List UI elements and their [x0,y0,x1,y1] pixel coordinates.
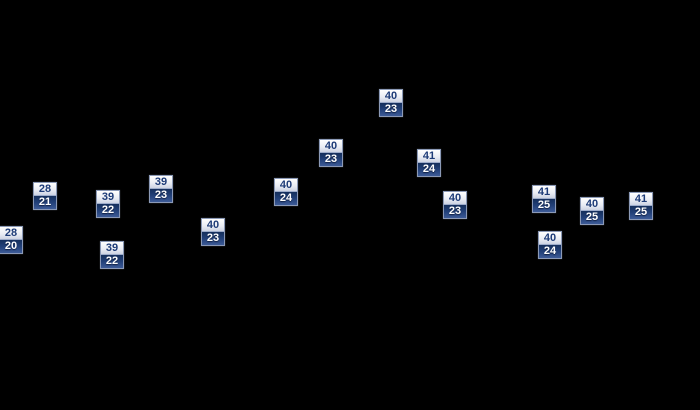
data-point-box: 40 23 [201,218,225,246]
data-point-box: 39 23 [149,175,173,203]
data-point-bottom-value: 22 [97,203,119,217]
data-point-box: 40 23 [319,139,343,167]
data-point-box: 41 25 [532,185,556,213]
data-point-top-value: 40 [444,192,466,205]
data-point-bottom-value: 24 [539,244,561,258]
data-point-top-value: 40 [380,90,402,103]
data-point-top-value: 39 [101,242,123,255]
data-point-box: 39 22 [100,241,124,269]
data-point-top-value: 41 [533,186,555,199]
data-point-bottom-value: 22 [101,254,123,268]
data-point-top-value: 28 [34,183,56,196]
data-point-bottom-value: 23 [380,102,402,116]
data-point-bottom-value: 23 [202,231,224,245]
data-point-top-value: 40 [581,198,603,211]
data-point-box: 40 24 [274,178,298,206]
data-point-top-value: 41 [630,193,652,206]
data-point-box: 28 20 [0,226,23,254]
data-point-box: 39 22 [96,190,120,218]
data-point-bottom-value: 25 [581,210,603,224]
data-point-top-value: 41 [418,150,440,163]
data-point-box: 41 25 [629,192,653,220]
data-point-top-value: 39 [150,176,172,189]
data-point-bottom-value: 21 [34,195,56,209]
data-point-top-value: 40 [320,140,342,153]
data-point-bottom-value: 23 [444,204,466,218]
data-point-box: 28 21 [33,182,57,210]
data-point-bottom-value: 25 [630,205,652,219]
data-point-bottom-value: 24 [275,191,297,205]
data-point-box: 40 24 [538,231,562,259]
data-point-bottom-value: 23 [150,188,172,202]
data-point-top-value: 40 [275,179,297,192]
data-point-box: 41 24 [417,149,441,177]
data-point-bottom-value: 24 [418,162,440,176]
data-point-top-value: 28 [0,227,22,240]
data-point-top-value: 40 [202,219,224,232]
data-point-bottom-value: 20 [0,239,22,253]
data-point-top-value: 40 [539,232,561,245]
data-point-box: 40 25 [580,197,604,225]
data-point-top-value: 39 [97,191,119,204]
data-point-box: 40 23 [379,89,403,117]
data-point-bottom-value: 23 [320,152,342,166]
data-point-bottom-value: 25 [533,198,555,212]
data-point-box: 40 23 [443,191,467,219]
